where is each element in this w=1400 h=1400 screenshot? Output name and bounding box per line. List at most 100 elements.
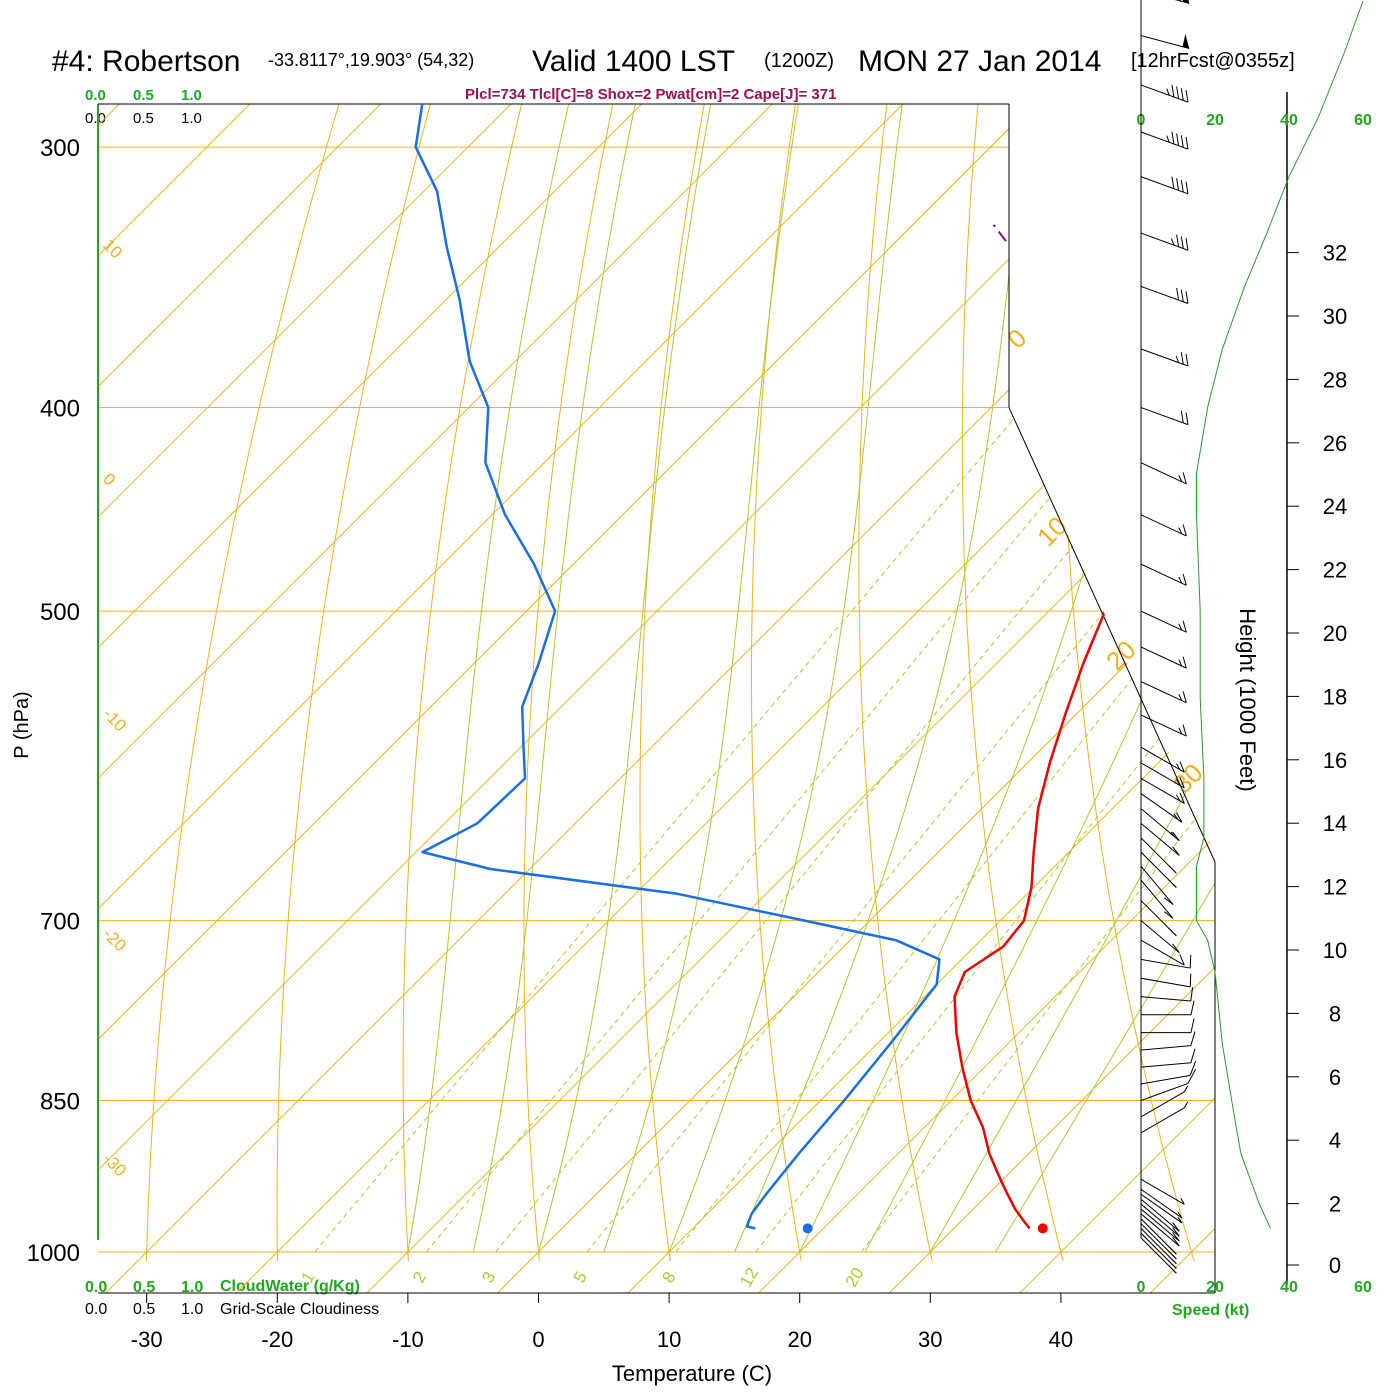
barb-staff (1140, 1091, 1185, 1118)
x-tick-label: 0 (532, 1327, 544, 1352)
barb-half-flag (1183, 1101, 1189, 1109)
height-tick-label: 10 (1323, 938, 1347, 963)
moist-adiabat (538, 104, 736, 1253)
barb-staff (1140, 681, 1187, 704)
barb-flag (1190, 1048, 1196, 1063)
height-tick-label: 16 (1323, 748, 1347, 773)
isotherm (98, 104, 800, 1293)
barb-staff (1140, 1178, 1185, 1205)
wind-barb (1140, 822, 1180, 856)
barb-staff (1140, 808, 1180, 842)
wind-barb (1140, 954, 1192, 969)
barb-staff (1140, 762, 1185, 789)
barb-flag (1180, 179, 1184, 193)
x-tick-label: -20 (261, 1327, 293, 1352)
barb-flag (1180, 236, 1184, 249)
wind-barb (1174, 0, 1190, 4)
surface-dewpoint-dot (802, 1223, 813, 1234)
valid-date: MON 27 Jan 2014 (858, 45, 1101, 78)
moist-adiabat (668, 104, 921, 1253)
barb-flag (1168, 1265, 1177, 1274)
cloudiness-tick: 0.0 (85, 1301, 107, 1318)
barb-flag (1164, 911, 1174, 919)
barb-flag (1180, 410, 1184, 424)
barb-half-flag (1178, 623, 1183, 631)
wind-barb (1140, 646, 1187, 669)
barb-flag (1168, 1255, 1177, 1265)
barb-staff (1140, 348, 1189, 367)
wind-barb (1140, 900, 1177, 937)
zulu-time: (1200Z) (764, 50, 834, 72)
wind-barb (1140, 1228, 1177, 1265)
barb-staff (1140, 1045, 1191, 1051)
isotherm (361, 104, 1215, 1293)
barb-half-flag (1178, 659, 1183, 667)
barb-flag (1185, 412, 1189, 425)
x-tick-label: -10 (392, 1327, 424, 1352)
barb-flag (1168, 1245, 1177, 1255)
cloudiness-scale-bottom: 0.0 0.5 1.0 Grid-Scale Cloudiness (85, 1301, 379, 1318)
dry-adiabat (858, 104, 933, 1262)
barb-flag (1179, 777, 1185, 789)
cloudwater-tick: 0.0 (85, 87, 106, 104)
wind-barb (1140, 837, 1177, 874)
barb-flag (1180, 352, 1184, 365)
barb-flag (1185, 353, 1189, 367)
cloudwater-scale-bottom: 0.0 0.5 1.0 CloudWater (g/Kg) (85, 1278, 360, 1296)
speed-tick-label: 40 (1280, 1279, 1298, 1296)
barb-half-flag (1178, 576, 1183, 584)
wind-barb (1140, 865, 1174, 905)
height-tick-label: 20 (1323, 621, 1347, 646)
height-tick-label: 26 (1323, 431, 1347, 456)
height-tick-label: 0 (1329, 1253, 1341, 1278)
x-tick-label: 30 (918, 1327, 942, 1352)
p-tick-label: 850 (40, 1089, 80, 1116)
barb-staff (1140, 514, 1187, 537)
wind-barb (1140, 176, 1189, 195)
barb-staff (1140, 1198, 1180, 1232)
barb-pennant (1182, 0, 1190, 4)
barb-staff (1140, 777, 1185, 804)
barb-staff (1140, 996, 1191, 1002)
barb-half-flag (1183, 1085, 1189, 1093)
height-tick-label: 22 (1323, 558, 1347, 583)
speed-tick-label: 60 (1354, 112, 1372, 129)
barb-flag (1190, 987, 1194, 1002)
barb-staff (1140, 1208, 1180, 1242)
barb-half-flag (1175, 355, 1180, 363)
cloudiness-scale-top: 0.0 0.5 1.0 (85, 110, 202, 127)
barb-flag (1176, 178, 1180, 191)
barb-half-flag (1178, 694, 1183, 701)
wind-barb (1140, 808, 1180, 842)
barb-flag (1182, 472, 1187, 484)
speed-tick-label: 60 (1354, 1279, 1372, 1296)
barb-staff (1140, 84, 1189, 103)
wind-barb (1140, 348, 1189, 367)
p-tick-label: 700 (40, 909, 80, 936)
barb-half-flag (1178, 527, 1183, 535)
dry-adiabat (751, 104, 816, 1262)
barb-flag (1189, 1060, 1197, 1076)
barb-pennant (1182, 34, 1190, 49)
barb-half-flag (1171, 238, 1175, 246)
barb-flag (1182, 656, 1187, 669)
wind-barb (1140, 681, 1187, 704)
barb-flag (1176, 287, 1180, 301)
isotherm (231, 104, 1215, 1293)
moist-adiabat (407, 104, 599, 1253)
wind-barb (1140, 1031, 1196, 1051)
wind-barb (1140, 1223, 1177, 1260)
cloudiness-label: Grid-Scale Cloudiness (220, 1301, 379, 1318)
isotherm (98, 104, 408, 1293)
barb-flag (1180, 135, 1184, 148)
wind-barb (1140, 1208, 1180, 1242)
barb-flag (1189, 954, 1192, 969)
dry-adiabat (276, 104, 465, 1262)
dewpoint-line (414, 104, 941, 1230)
isotherm (623, 104, 1215, 1293)
moist-adiabat (995, 104, 1215, 1253)
barb-flag (1172, 1227, 1180, 1237)
x-tick-label: 20 (787, 1327, 811, 1352)
